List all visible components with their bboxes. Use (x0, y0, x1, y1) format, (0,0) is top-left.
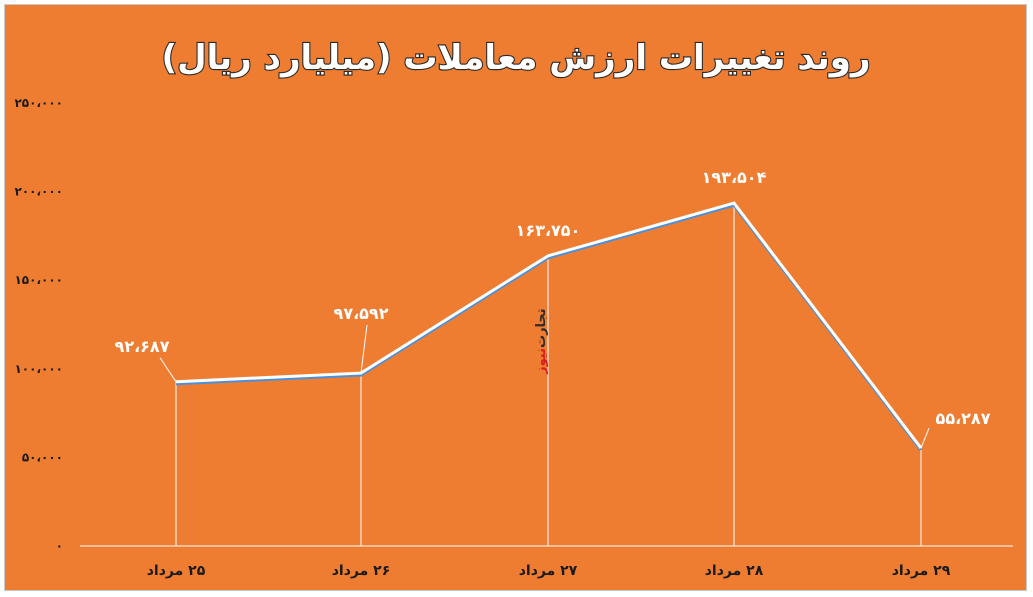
drop-lines (175, 203, 922, 546)
x-tick-label: ۲۷ مرداد (519, 563, 578, 579)
data-label: ۱۶۳،۷۵۰ (516, 221, 581, 240)
y-tick-label: ۵۰،۰۰۰ (22, 450, 63, 464)
data-label: ۹۷،۵۹۲ (334, 304, 389, 323)
data-labels: ۹۲،۶۸۷ ۹۷،۵۹۲ ۱۶۳،۷۵۰ ۱۹۳،۵۰۴ ۵۵،۲۸۷ (115, 168, 991, 428)
y-tick-label: ۲۰۰،۰۰۰ (14, 185, 63, 199)
watermark-logo: تجارت نیوز (534, 308, 549, 375)
y-tick-label: ۰ (56, 539, 63, 553)
label-leader-line (360, 325, 368, 374)
chart: روند تغییرات ارزش معاملات (میلیارد ریال)… (14, 37, 1013, 579)
label-leader-line (920, 427, 930, 449)
y-axis-ticks: ۰ ۵۰،۰۰۰ ۱۰۰،۰۰۰ ۱۵۰،۰۰۰ ۲۰۰،۰۰۰ ۲۵۰،۰۰۰ (14, 96, 63, 553)
series-line-main (175, 201, 923, 449)
data-label: ۵۵،۲۸۷ (936, 409, 991, 428)
x-tick-label: ۲۵ مرداد (147, 563, 206, 579)
series-line (175, 201, 923, 451)
x-tick-label: ۲۸ مرداد (705, 563, 764, 579)
chart-title: روند تغییرات ارزش معاملات (میلیارد ریال) (162, 38, 871, 78)
data-label: ۱۹۳،۵۰۴ (702, 168, 767, 187)
y-tick-label: ۱۵۰،۰۰۰ (14, 273, 63, 287)
y-tick-label: ۱۰۰،۰۰۰ (14, 362, 63, 376)
x-tick-label: ۲۶ مرداد (332, 563, 391, 579)
x-axis-ticks: ۲۵ مرداد ۲۶ مرداد ۲۷ مرداد ۲۸ مرداد ۲۹ مرداد (147, 563, 951, 579)
watermark-part2: نیوز (534, 348, 549, 375)
label-leaders (159, 325, 930, 449)
y-tick-label: ۲۵۰،۰۰۰ (14, 96, 63, 110)
x-tick-label: ۲۹ مرداد (892, 563, 951, 579)
chart-panel: روند تغییرات ارزش معاملات (میلیارد ریال)… (4, 4, 1027, 591)
watermark-part1: تجارت (534, 308, 549, 348)
data-label: ۹۲،۶۸۷ (115, 337, 170, 356)
label-leader-line (159, 357, 177, 383)
